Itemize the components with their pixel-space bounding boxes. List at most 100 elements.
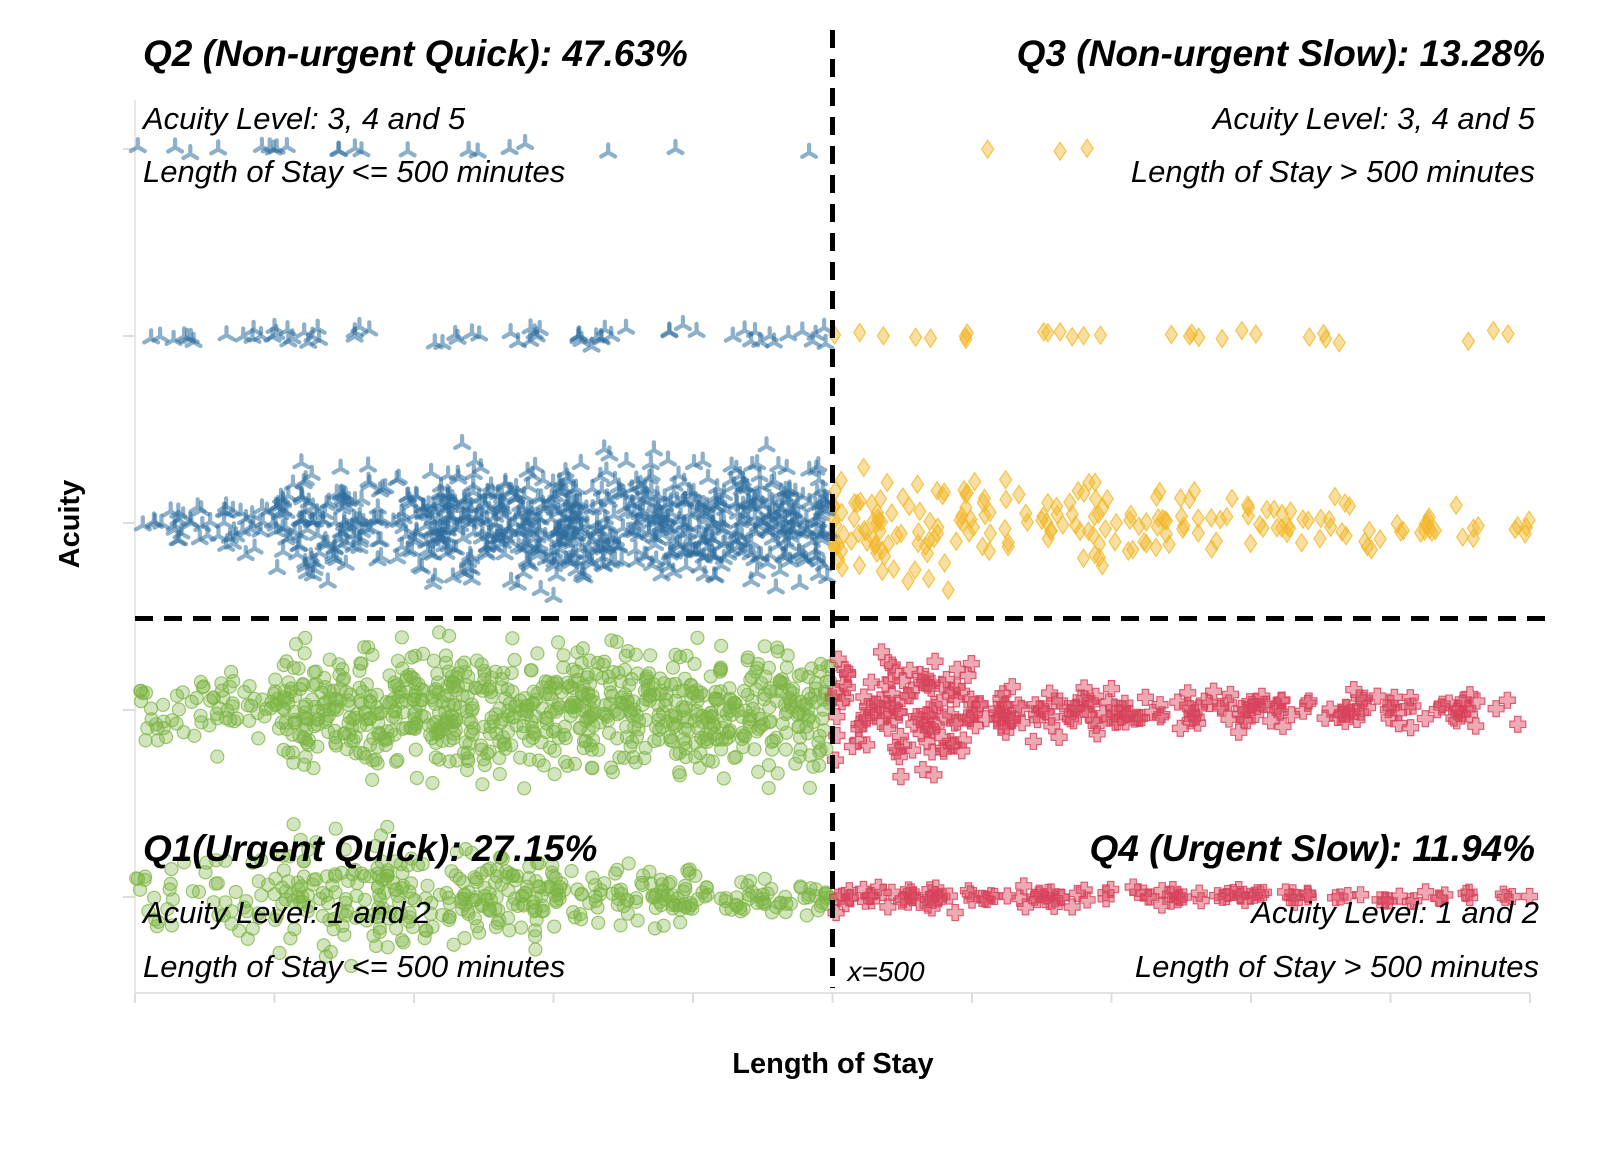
threshold-lines: x=500	[135, 30, 1550, 988]
data-point	[486, 514, 505, 531]
data-point	[1116, 694, 1134, 712]
data-point	[369, 531, 388, 548]
data-point	[856, 457, 871, 478]
data-point	[552, 891, 567, 906]
data-point	[464, 482, 483, 499]
data-point	[643, 648, 658, 663]
data-point	[693, 530, 712, 547]
data-point	[983, 502, 997, 523]
data-point	[1455, 527, 1470, 548]
data-point	[415, 856, 430, 872]
data-point	[1390, 715, 1408, 733]
data-point	[879, 701, 897, 719]
data-point	[138, 733, 153, 748]
data-point	[982, 887, 1000, 905]
data-point	[748, 664, 763, 679]
data-point	[1087, 506, 1102, 527]
data-point	[209, 706, 224, 721]
data-point	[991, 709, 1009, 727]
data-point	[855, 688, 873, 706]
data-point	[281, 675, 296, 690]
data-point	[1065, 700, 1083, 718]
y-axis-ticks	[123, 148, 135, 898]
data-point	[597, 876, 612, 891]
data-point	[477, 757, 492, 773]
data-point	[662, 541, 681, 559]
data-point	[217, 325, 236, 342]
data-point	[840, 882, 858, 900]
data-point	[1081, 521, 1096, 542]
data-point	[910, 474, 925, 495]
data-point	[375, 872, 390, 887]
data-point	[343, 687, 358, 702]
data-point	[507, 652, 522, 668]
data-point	[651, 732, 666, 747]
data-point	[690, 557, 709, 574]
data-point	[828, 708, 846, 726]
data-point	[779, 660, 794, 675]
data-point	[218, 895, 233, 910]
data-point	[875, 540, 889, 561]
data-point	[133, 683, 148, 699]
data-point	[1124, 504, 1138, 525]
data-point	[494, 877, 509, 892]
data-point	[1486, 320, 1501, 341]
data-point	[394, 518, 413, 535]
data-point	[813, 742, 828, 758]
data-point	[883, 685, 901, 703]
data-point	[1270, 517, 1284, 538]
data-point	[852, 555, 867, 576]
data-point	[792, 730, 808, 745]
data-point	[146, 512, 165, 529]
data-point	[617, 451, 636, 469]
data-point	[926, 652, 944, 670]
data-point	[185, 884, 200, 899]
data-point	[677, 878, 693, 894]
data-point	[1302, 327, 1317, 348]
data-point	[1001, 532, 1015, 553]
data-point	[918, 733, 936, 751]
data-point	[853, 491, 868, 512]
data-point	[899, 687, 917, 705]
data-point	[457, 930, 472, 946]
data-point	[800, 142, 819, 159]
data-point	[1075, 679, 1093, 697]
data-point	[445, 679, 461, 695]
data-point	[835, 557, 849, 579]
data-point	[482, 476, 501, 493]
data-point	[689, 707, 705, 723]
data-point	[1195, 692, 1213, 710]
data-point	[770, 644, 785, 659]
data-point	[425, 333, 444, 350]
data-point	[371, 481, 390, 498]
data-point	[693, 451, 712, 468]
data-point	[495, 851, 510, 867]
data-point	[716, 771, 731, 786]
data-point	[1380, 709, 1398, 727]
data-point	[879, 654, 897, 672]
data-point	[620, 643, 636, 659]
data-point	[1316, 709, 1334, 727]
data-point	[638, 712, 653, 728]
data-point	[809, 470, 828, 487]
data-point	[1031, 884, 1049, 902]
data-point	[847, 508, 861, 529]
data-point	[629, 526, 648, 543]
data-point	[973, 889, 991, 907]
data-point	[337, 842, 352, 857]
data-point	[1025, 888, 1044, 906]
data-point	[839, 665, 857, 683]
data-point	[363, 689, 378, 704]
data-point	[530, 319, 549, 337]
data-point	[761, 757, 777, 773]
data-point	[792, 749, 807, 764]
data-point	[1144, 703, 1162, 721]
data-point	[1178, 696, 1197, 714]
data-point	[328, 735, 343, 751]
data-point	[283, 931, 298, 946]
data-point	[438, 648, 453, 663]
data-point	[880, 472, 894, 493]
data-point	[672, 915, 688, 930]
data-point	[1121, 540, 1136, 562]
data-point	[677, 556, 696, 573]
